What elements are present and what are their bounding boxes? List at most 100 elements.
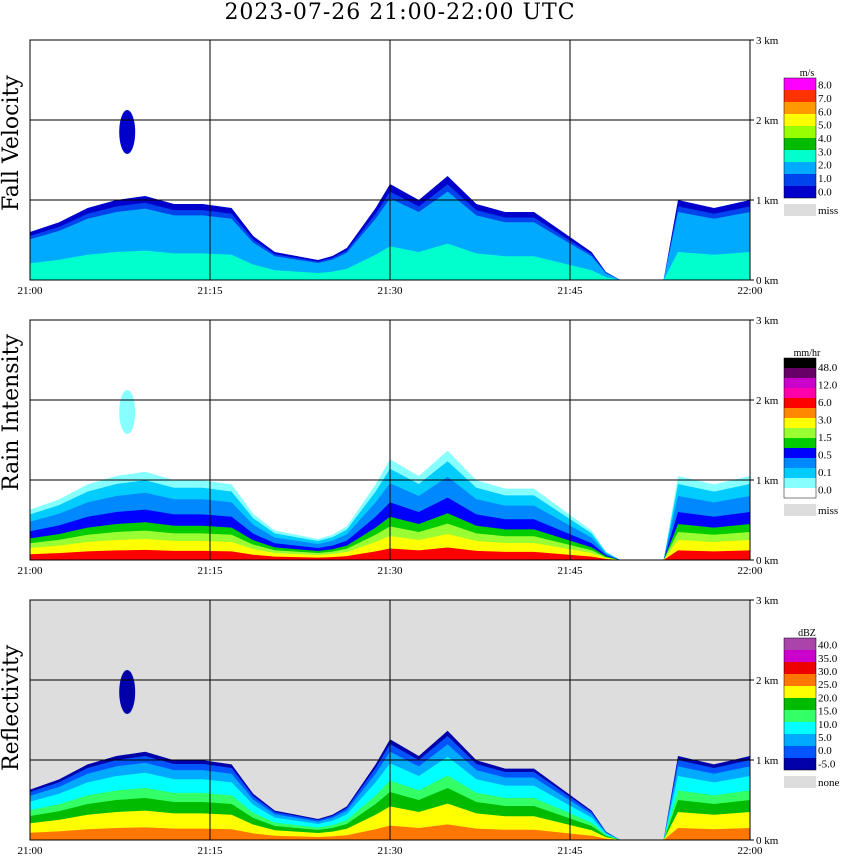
x-tick-label: 21:00 — [17, 285, 43, 297]
y-tick-label: 1 km — [756, 195, 779, 207]
legend-label: 15.0 — [818, 706, 838, 718]
legend-swatch — [784, 78, 816, 90]
x-tick-label: 21:45 — [557, 845, 583, 857]
legend-frame — [783, 637, 817, 771]
legend-label: 5.0 — [818, 732, 832, 744]
legend-label: 6.0 — [818, 106, 832, 118]
legend-swatch — [784, 488, 816, 498]
legend-label: 25.0 — [818, 679, 838, 691]
echo-layer — [663, 550, 750, 560]
echo-layer — [663, 252, 750, 280]
legend-label: 1.5 — [818, 432, 832, 444]
x-tick-label: 21:30 — [377, 845, 403, 857]
legend-label: 4.0 — [818, 133, 832, 145]
legend-swatch — [784, 448, 816, 458]
legend-label: 1.0 — [818, 173, 832, 185]
legend-label: -5.0 — [818, 758, 836, 770]
x-tick-label: 21:30 — [377, 285, 403, 297]
plot-area — [29, 39, 751, 281]
elevated-echo — [119, 110, 136, 154]
y-tick-label: 2 km — [756, 675, 779, 687]
legend-label: 0.0 — [818, 484, 832, 496]
legend-swatch — [784, 662, 816, 674]
x-tick-label: 21:30 — [377, 565, 403, 577]
legend-swatch — [784, 468, 816, 478]
legend-swatch — [784, 90, 816, 102]
legend-label: 3.0 — [818, 146, 832, 158]
reflectivity-panel: Reflectivity 21:00 21:15 21:30 21:45 22:00 0 … — [0, 584, 850, 864]
legend-label: 2.0 — [818, 160, 832, 172]
legend-swatch — [784, 638, 816, 650]
elevated-echo — [119, 390, 136, 434]
legend-swatch — [784, 126, 816, 138]
legend-swatch — [784, 150, 816, 162]
legend-swatch — [784, 478, 816, 488]
legend-swatch — [784, 746, 816, 758]
legend-label: 40.0 — [818, 640, 838, 652]
legend-label: 0.0 — [818, 745, 832, 757]
x-tick-label: 22:00 — [737, 845, 763, 857]
legend-missing-swatch — [784, 504, 816, 516]
echo-layer — [663, 828, 750, 840]
legend-label: 10.0 — [818, 719, 838, 731]
x-tick-label: 21:00 — [17, 845, 43, 857]
y-tick-label: 2 km — [756, 395, 779, 407]
legend-swatch — [784, 186, 816, 198]
legend-swatch — [784, 114, 816, 126]
legend-label: 7.0 — [818, 93, 832, 105]
legend-swatch — [784, 408, 816, 418]
legend-swatch — [784, 138, 816, 150]
legend-swatch — [784, 438, 816, 448]
plot-frame — [29, 39, 751, 281]
legend-label: 20.0 — [818, 692, 838, 704]
legend-swatch — [784, 418, 816, 428]
y-tick-label: 1 km — [756, 475, 779, 487]
elevated-echo — [119, 670, 136, 714]
y-tick-label: 3 km — [756, 595, 779, 607]
legend-swatch — [784, 378, 816, 388]
legend-missing-swatch — [784, 204, 816, 216]
legend-swatch — [784, 358, 816, 368]
legend-label: 8.0 — [818, 80, 832, 92]
legend-swatch — [784, 734, 816, 746]
reflectivity-unit: dBZ — [798, 628, 816, 639]
legend-swatch — [784, 686, 816, 698]
legend-label: 0.0 — [818, 186, 832, 198]
x-tick-label: 21:45 — [557, 565, 583, 577]
plot-frame — [29, 319, 751, 561]
x-tick-label: 21:45 — [557, 285, 583, 297]
legend-missing-label: miss — [818, 205, 838, 217]
legend-swatch — [784, 398, 816, 408]
legend-swatch — [784, 174, 816, 186]
page-title: 2023-07-26 21:00-22:00 UTC — [224, 0, 576, 25]
x-tick-label: 21:15 — [197, 565, 223, 577]
legend-swatch — [784, 162, 816, 174]
legend-label: 30.0 — [818, 666, 838, 678]
fall-velocity-panel: Fall Velocity 21:00 21:15 21:30 21:45 22:00 0… — [0, 24, 850, 304]
legend-swatch — [784, 368, 816, 378]
x-tick-label: 21:15 — [197, 285, 223, 297]
legend-swatch — [784, 758, 816, 770]
x-tick-label: 21:00 — [17, 565, 43, 577]
legend-swatch — [784, 710, 816, 722]
reflectivity-plot: 21:00 21:15 21:30 21:45 22:000 km 1 km 2 km 3 k… — [17, 595, 840, 857]
legend-swatch — [784, 650, 816, 662]
y-tick-label: 0 km — [756, 555, 779, 567]
y-tick-label: 0 km — [756, 835, 779, 847]
x-tick-label: 21:15 — [197, 845, 223, 857]
legend-label: 3.0 — [818, 414, 832, 426]
echo-layer — [30, 547, 621, 560]
legend-label: 35.0 — [818, 653, 838, 665]
legend-label: 5.0 — [818, 120, 832, 132]
plot-frame — [29, 599, 751, 841]
legend-frame — [783, 357, 817, 499]
legend-missing-label: none — [818, 777, 840, 789]
fall-velocity-unit: m/s — [799, 68, 815, 79]
x-tick-label: 22:00 — [737, 565, 763, 577]
echo-layer — [30, 243, 621, 280]
legend-swatch — [784, 458, 816, 468]
plot-area — [29, 319, 751, 561]
rain-intensity-unit: mm/hr — [793, 348, 821, 359]
legend-label: 6.0 — [818, 397, 832, 409]
legend-swatch — [784, 102, 816, 114]
